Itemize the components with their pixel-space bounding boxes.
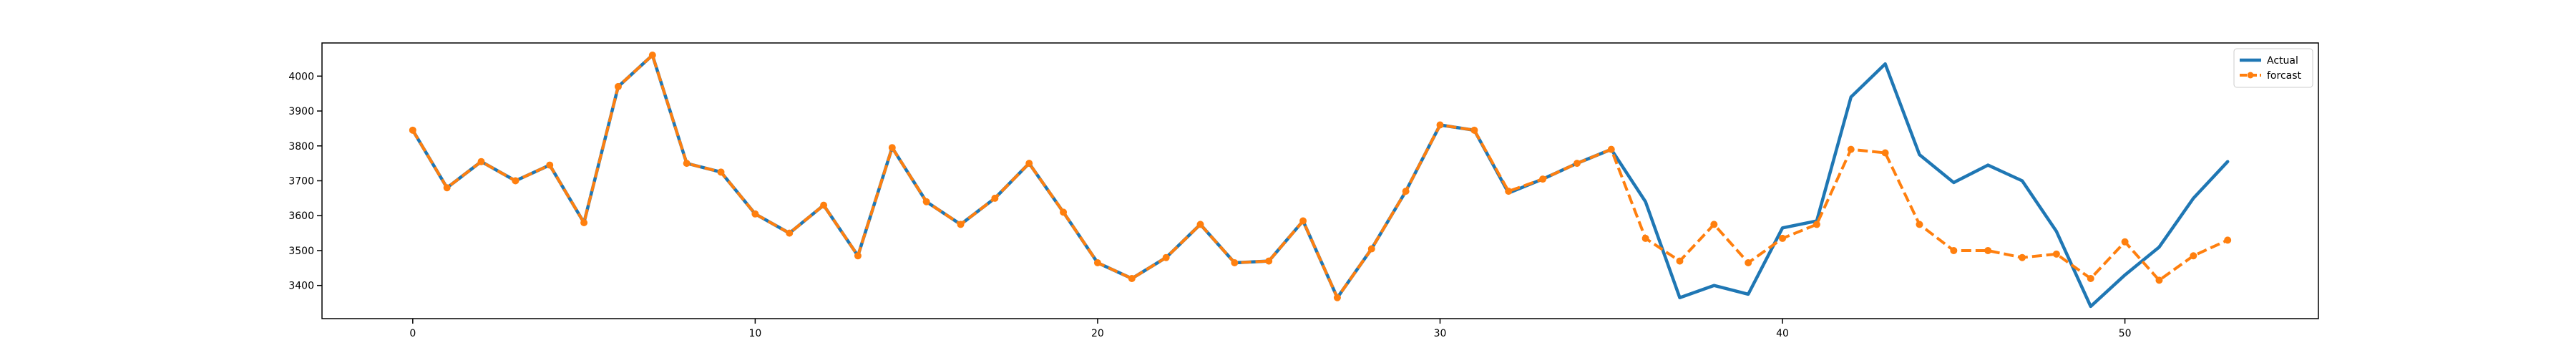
series-marker-1-26 (1299, 217, 1307, 225)
series-marker-1-43 (1881, 149, 1889, 157)
legend-label-1: forcast (2267, 70, 2302, 82)
x-tick-label-1: 10 (748, 328, 761, 339)
series-marker-1-53 (2224, 236, 2232, 244)
series-marker-1-22 (1162, 253, 1170, 261)
series-marker-1-47 (2019, 253, 2026, 261)
series-marker-1-44 (1916, 221, 1923, 228)
series-marker-1-28 (1367, 245, 1375, 253)
series-marker-1-14 (888, 144, 896, 152)
series-marker-1-12 (820, 201, 828, 209)
plot-area (409, 52, 2232, 309)
series-marker-1-36 (1641, 234, 1649, 242)
series-marker-1-48 (2052, 250, 2060, 258)
series-marker-1-2 (477, 158, 485, 165)
series-marker-1-27 (1333, 294, 1341, 301)
series-marker-1-5 (580, 218, 588, 226)
series-marker-1-7 (648, 52, 656, 59)
series-marker-1-45 (1950, 246, 1958, 254)
x-tick-label-5: 50 (2119, 328, 2132, 339)
series-marker-1-41 (1813, 221, 1820, 228)
series-marker-1-52 (2190, 252, 2197, 260)
y-tick-label-4: 3800 (288, 141, 314, 153)
y-tick-label-2: 3600 (288, 211, 314, 222)
y-tick-label-6: 4000 (288, 71, 314, 82)
series-marker-1-23 (1196, 221, 1204, 228)
series-marker-1-15 (922, 198, 930, 205)
series-marker-1-25 (1265, 257, 1273, 265)
series-marker-1-20 (1093, 259, 1101, 267)
series-marker-1-3 (512, 177, 519, 185)
series-marker-1-51 (2155, 276, 2163, 284)
series-marker-1-42 (1847, 145, 1855, 153)
series-marker-1-29 (1402, 188, 1410, 195)
series-marker-1-31 (1470, 126, 1478, 134)
series-marker-1-21 (1128, 274, 1136, 282)
series-marker-1-9 (717, 168, 725, 176)
series-marker-1-46 (1984, 246, 1992, 254)
series-marker-1-10 (751, 210, 759, 218)
series-marker-1-0 (409, 126, 416, 134)
series-marker-1-34 (1573, 160, 1581, 168)
series-marker-1-1 (443, 184, 451, 192)
series-marker-1-49 (2087, 274, 2094, 282)
series-marker-1-19 (1060, 208, 1068, 216)
y-tick-label-3: 3700 (288, 176, 314, 188)
series-marker-1-30 (1436, 121, 1444, 129)
series-marker-1-50 (2121, 238, 2129, 246)
series-marker-1-40 (1779, 234, 1787, 242)
series-marker-1-24 (1231, 259, 1239, 267)
series-marker-1-13 (854, 252, 862, 260)
axes: 0 10 20 30 40 50 3400 3500 3600 3700 3800 3900 4000 (288, 42, 2319, 339)
x-tick-label-3: 30 (1434, 328, 1447, 339)
series-marker-1-11 (786, 229, 794, 237)
y-tick-label-1: 3500 (288, 246, 314, 257)
series-marker-1-37 (1676, 257, 1684, 265)
series-marker-1-8 (683, 160, 691, 168)
series-marker-1-35 (1607, 145, 1615, 153)
x-tick-label-2: 20 (1091, 328, 1104, 339)
series-marker-1-33 (1539, 175, 1547, 183)
series-marker-1-38 (1710, 221, 1718, 228)
legend-label-0: Actual (2267, 55, 2298, 67)
legend-marker-1 (2247, 72, 2254, 79)
series-marker-1-16 (957, 221, 965, 228)
series-marker-1-4 (546, 161, 554, 169)
y-tick-label-5: 3900 (288, 106, 314, 117)
legend-box (2233, 48, 2313, 88)
x-tick-label-0: 0 (409, 328, 416, 339)
series-marker-1-32 (1505, 188, 1513, 195)
series-line-1 (411, 54, 2229, 299)
series-marker-1-6 (614, 82, 622, 90)
series-marker-1-18 (1025, 160, 1033, 168)
legend: Actual forcast (2233, 48, 2313, 88)
series-marker-1-17 (991, 194, 999, 202)
y-tick-label-0: 3400 (288, 281, 314, 292)
x-tick-label-4: 40 (1776, 328, 1789, 339)
series-marker-1-39 (1745, 259, 1752, 267)
